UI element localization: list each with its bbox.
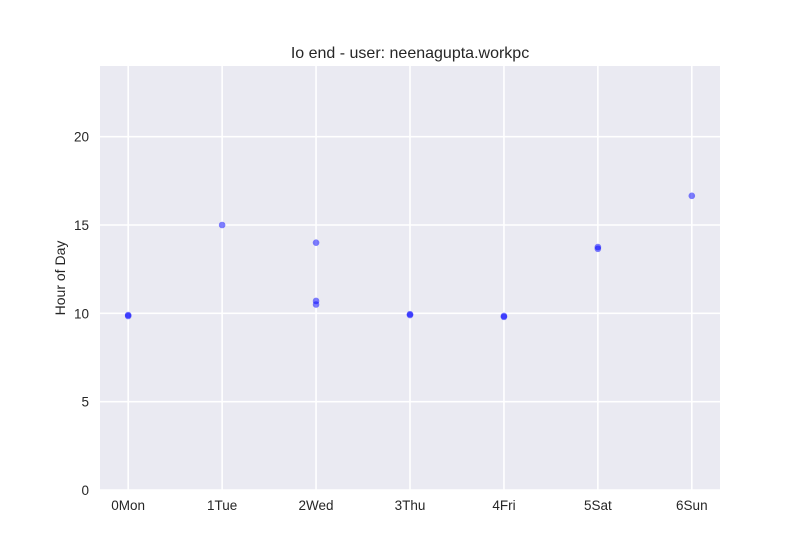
data-point [500,313,508,321]
data-point [594,245,602,253]
data-point [688,192,696,200]
x-tick-label: 6Sun [676,498,708,513]
data-point [218,221,226,229]
data-point [406,311,414,319]
y-tick-label: 0 [81,483,89,498]
data-point [124,312,132,320]
x-tick-label: 0Mon [111,498,145,513]
x-tick-label: 2Wed [299,498,334,513]
data-point [312,301,320,308]
x-tick-labels: 0Mon 1Tue 2Wed 3Thu 4Fri 5Sat 6Sun [111,498,707,513]
x-tick-label: 3Thu [395,498,426,513]
chart-title: Io end - user: neenagupta.workpc [291,45,529,62]
y-axis-label: Hour of Day [52,241,68,316]
x-tick-label: 4Fri [492,498,515,513]
y-tick-labels: 0 5 10 15 20 [74,130,89,498]
x-tick-label: 5Sat [584,498,612,513]
y-tick-label: 10 [74,306,89,321]
x-tick-label: 1Tue [207,498,237,513]
data-points [124,192,696,321]
data-point [312,239,320,246]
y-tick-label: 15 [74,218,89,233]
y-tick-label: 5 [81,395,89,410]
y-tick-label: 20 [74,130,89,145]
